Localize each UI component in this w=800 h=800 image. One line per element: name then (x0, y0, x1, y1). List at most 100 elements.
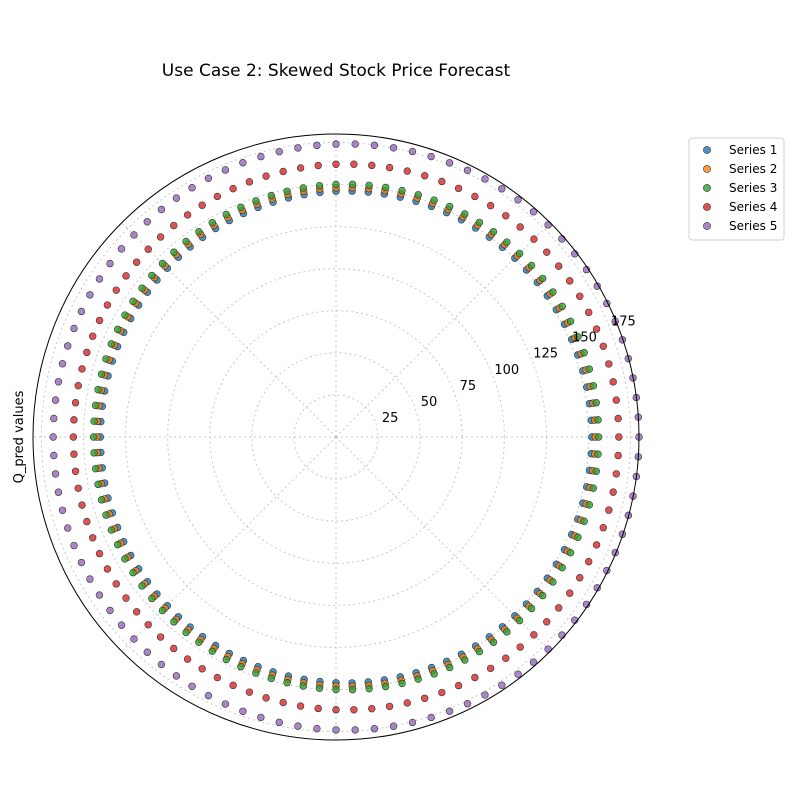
point-series-3 (299, 682, 307, 690)
point-series-4 (486, 664, 495, 673)
point-series-3 (195, 638, 203, 646)
point-series-4 (350, 706, 358, 714)
point-series-4 (132, 258, 141, 266)
point-series-5 (239, 159, 247, 167)
point-series-3 (558, 302, 566, 311)
point-series-3 (594, 433, 603, 441)
point-series-5 (157, 205, 166, 214)
point-series-5 (370, 141, 379, 149)
point-series-4 (83, 517, 91, 526)
legend-label-series-2: Series 2 (729, 162, 777, 176)
point-series-3 (527, 604, 536, 613)
point-series-3 (381, 682, 390, 691)
point-series-5 (498, 681, 506, 689)
grid-circle-50 (251, 352, 421, 522)
point-series-4 (592, 541, 601, 549)
point-series-5 (351, 140, 359, 148)
point-series-5 (130, 231, 138, 239)
point-series-3 (365, 684, 373, 693)
point-series-4 (74, 382, 82, 390)
point-series-5 (172, 194, 181, 202)
point-series-4 (70, 450, 78, 458)
point-series-4 (83, 348, 91, 357)
point-series-5 (313, 141, 321, 150)
point-series-5 (49, 433, 57, 441)
point-series-4 (385, 163, 394, 172)
data-points (49, 140, 643, 734)
legend-marker-series-5 (703, 222, 711, 230)
point-series-4 (385, 702, 394, 711)
point-series-3 (299, 184, 307, 192)
point-series-3 (475, 218, 484, 227)
point-series-3 (237, 203, 245, 211)
point-series-4 (71, 467, 80, 475)
point-series-5 (95, 275, 104, 283)
point-series-3 (515, 249, 524, 258)
radial-tick-labels: 25 50 75 100 125 150 175 (382, 314, 636, 426)
point-series-5 (332, 726, 340, 734)
point-series-4 (95, 549, 104, 558)
point-series-4 (88, 332, 97, 340)
point-series-3 (489, 228, 498, 236)
point-series-3 (594, 416, 602, 424)
legend-marker-series-4 (703, 203, 711, 211)
point-series-4 (471, 673, 479, 682)
point-series-3 (222, 655, 230, 664)
point-series-4 (502, 654, 510, 662)
point-series-4 (555, 604, 563, 612)
point-series-3 (566, 317, 575, 326)
point-series-4 (156, 233, 165, 241)
point-series-3 (148, 594, 156, 603)
point-series-5 (117, 245, 126, 253)
grid-circle-100 (167, 268, 505, 606)
r-tick-label: 175 (611, 314, 636, 329)
point-series-3 (90, 449, 98, 457)
point-series-3 (574, 533, 582, 541)
point-series-5 (239, 707, 247, 715)
legend-label-series-5: Series 5 (729, 219, 777, 233)
point-series-3 (102, 355, 110, 363)
point-series-4 (454, 681, 463, 690)
point-series-3 (121, 311, 129, 319)
point-series-4 (156, 633, 165, 641)
point-series-5 (143, 648, 151, 656)
point-series-4 (71, 399, 80, 407)
point-series-5 (558, 235, 566, 243)
point-series-3 (430, 196, 438, 204)
point-series-4 (262, 172, 270, 180)
legend-label-series-3: Series 3 (729, 181, 777, 195)
point-series-5 (427, 713, 435, 722)
point-series-4 (585, 557, 593, 566)
legend-label-series-1: Series 1 (729, 143, 777, 157)
point-series-5 (54, 378, 63, 386)
legend-label-series-4: Series 4 (729, 200, 777, 214)
point-series-4 (245, 178, 254, 186)
point-series-4 (612, 396, 620, 404)
legend-marker-series-3 (703, 184, 711, 192)
point-series-3 (267, 191, 276, 200)
point-series-3 (129, 297, 137, 306)
point-series-5 (64, 524, 72, 532)
point-series-4 (566, 589, 574, 597)
point-series-4 (103, 565, 112, 573)
point-series-3 (558, 563, 566, 572)
point-series-3 (503, 628, 511, 636)
point-series-5 (106, 606, 114, 615)
point-series-5 (172, 672, 181, 680)
point-series-3 (138, 582, 146, 590)
point-series-3 (182, 237, 190, 246)
point-series-5 (618, 530, 627, 538)
point-series-3 (107, 526, 116, 534)
point-series-3 (592, 467, 600, 475)
point-series-3 (283, 187, 291, 195)
point-series-5 (86, 575, 94, 583)
point-series-4 (70, 416, 78, 424)
point-series-3 (580, 517, 588, 525)
point-series-4 (279, 698, 287, 707)
point-series-4 (599, 524, 607, 532)
point-series-3 (365, 181, 373, 190)
point-series-4 (74, 484, 82, 492)
point-series-4 (605, 360, 613, 368)
point-series-4 (314, 161, 322, 170)
point-series-4 (296, 164, 305, 172)
